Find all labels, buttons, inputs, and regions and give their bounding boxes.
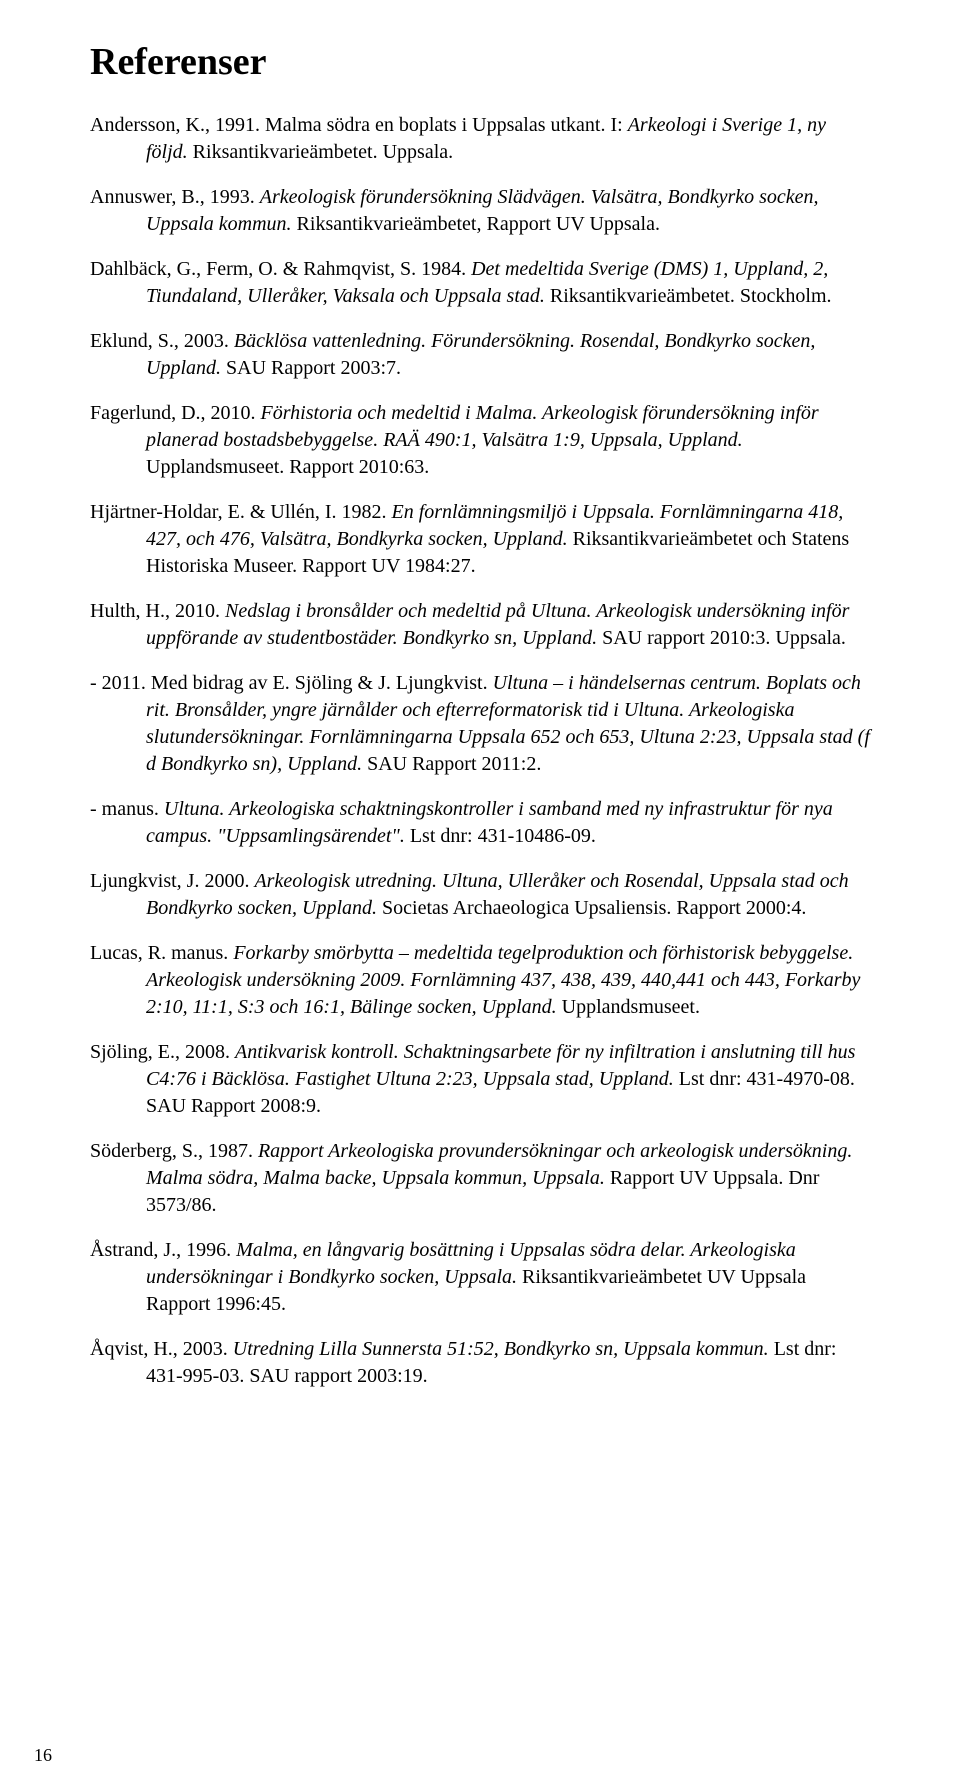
reference-item: Åstrand, J., 1996. Malma, en långvarig b… bbox=[90, 1237, 870, 1318]
reference-item: Ljungkvist, J. 2000. Arkeologisk utredni… bbox=[90, 868, 870, 922]
reference-text: Eklund, S., 2003. bbox=[90, 330, 234, 352]
reference-text: Upplandsmuseet. Rapport 2010:63. bbox=[146, 456, 429, 478]
reference-text: Upplandsmuseet. bbox=[557, 996, 700, 1018]
reference-text: Dahlbäck, G., Ferm, O. & Rahmqvist, S. 1… bbox=[90, 258, 471, 280]
reference-text: Annuswer, B., 1993. bbox=[90, 186, 260, 208]
reference-item: Lucas, R. manus. Forkarby smörbytta – me… bbox=[90, 940, 870, 1021]
reference-text: SAU rapport 2010:3. Uppsala. bbox=[597, 627, 846, 649]
reference-item: Söderberg, S., 1987. Rapport Arkeologisk… bbox=[90, 1138, 870, 1219]
reference-item: Sjöling, E., 2008. Antikvarisk kontroll.… bbox=[90, 1039, 870, 1120]
reference-item: Hjärtner-Holdar, E. & Ullén, I. 1982. En… bbox=[90, 499, 870, 580]
reference-text: Ljungkvist, J. 2000. bbox=[90, 870, 254, 892]
reference-item: Andersson, K., 1991. Malma södra en bopl… bbox=[90, 112, 870, 166]
reference-italic: Forkarby smörbytta – medeltida tegelprod… bbox=[146, 942, 860, 1018]
reference-text: Sjöling, E., 2008. bbox=[90, 1041, 235, 1063]
reference-text: SAU Rapport 2003:7. bbox=[221, 357, 401, 379]
page-title: Referenser bbox=[90, 40, 870, 84]
reference-item: - manus. Ultuna. Arkeologiska schaktning… bbox=[90, 796, 870, 850]
reference-list: Andersson, K., 1991. Malma södra en bopl… bbox=[90, 112, 870, 1390]
page-number: 16 bbox=[34, 1745, 52, 1766]
reference-text: Societas Archaeologica Upsaliensis. Rapp… bbox=[377, 897, 806, 919]
reference-text: Riksantikvarieämbetet. Stockholm. bbox=[545, 285, 832, 307]
reference-text: Åqvist, H., 2003. bbox=[90, 1338, 233, 1360]
reference-text: Andersson, K., 1991. Malma södra en bopl… bbox=[90, 114, 628, 136]
reference-text: Lst dnr: 431-10486-09. bbox=[405, 825, 596, 847]
reference-item: Dahlbäck, G., Ferm, O. & Rahmqvist, S. 1… bbox=[90, 256, 870, 310]
reference-text: Fagerlund, D., 2010. bbox=[90, 402, 261, 424]
reference-text: - 2011. Med bidrag av E. Sjöling & J. Lj… bbox=[90, 672, 493, 694]
reference-item: Åqvist, H., 2003. Utredning Lilla Sunner… bbox=[90, 1336, 870, 1390]
reference-item: Fagerlund, D., 2010. Förhistoria och med… bbox=[90, 400, 870, 481]
reference-text: Riksantikvarieämbetet, Rapport UV Uppsal… bbox=[292, 213, 660, 235]
reference-text: Lucas, R. manus. bbox=[90, 942, 233, 964]
reference-text: Riksantikvarieämbetet. Uppsala. bbox=[188, 141, 453, 163]
reference-item: Eklund, S., 2003. Bäcklösa vattenledning… bbox=[90, 328, 870, 382]
reference-item: Annuswer, B., 1993. Arkeologisk förunder… bbox=[90, 184, 870, 238]
reference-text: Åstrand, J., 1996. bbox=[90, 1239, 236, 1261]
reference-text: Söderberg, S., 1987. bbox=[90, 1140, 258, 1162]
reference-item: - 2011. Med bidrag av E. Sjöling & J. Lj… bbox=[90, 670, 870, 778]
reference-item: Hulth, H., 2010. Nedslag i bronsålder oc… bbox=[90, 598, 870, 652]
reference-italic: Utredning Lilla Sunnersta 51:52, Bondkyr… bbox=[233, 1338, 769, 1360]
reference-text: Hulth, H., 2010. bbox=[90, 600, 225, 622]
reference-text: SAU Rapport 2011:2. bbox=[362, 753, 541, 775]
reference-text: - manus. bbox=[90, 798, 164, 820]
page: Referenser Andersson, K., 1991. Malma sö… bbox=[0, 0, 960, 1790]
reference-text: Hjärtner-Holdar, E. & Ullén, I. 1982. bbox=[90, 501, 392, 523]
